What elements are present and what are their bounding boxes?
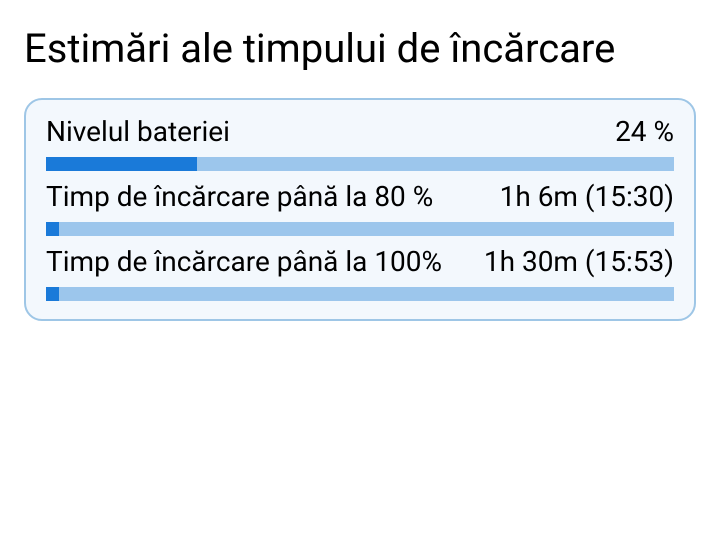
charge-to-100-bar <box>46 287 674 301</box>
charge-to-100-label: Timp de încărcare până la 100% <box>46 244 468 279</box>
charge-to-100-bar-fill <box>46 287 59 301</box>
charge-to-80-row: Timp de încărcare până la 80 % 1h 6m (15… <box>46 179 674 236</box>
charging-estimates-card: Nivelul bateriei 24 % Timp de încărcare … <box>24 98 696 321</box>
charge-to-100-value: 1h 30m (15:53) <box>484 244 674 279</box>
charge-to-80-value: 1h 6m (15:30) <box>500 179 674 214</box>
page-title: Estimări ale timpului de încărcare <box>24 24 696 74</box>
battery-level-value: 24 % <box>615 114 674 149</box>
charge-to-80-label: Timp de încărcare până la 80 % <box>46 179 484 214</box>
battery-level-label: Nivelul bateriei <box>46 114 599 149</box>
battery-level-row: Nivelul bateriei 24 % <box>46 114 674 171</box>
battery-level-bar <box>46 157 674 171</box>
charge-to-80-bar-fill <box>46 222 59 236</box>
battery-level-bar-fill <box>46 157 197 171</box>
charge-to-100-row: Timp de încărcare până la 100% 1h 30m (1… <box>46 244 674 301</box>
charge-to-80-bar <box>46 222 674 236</box>
